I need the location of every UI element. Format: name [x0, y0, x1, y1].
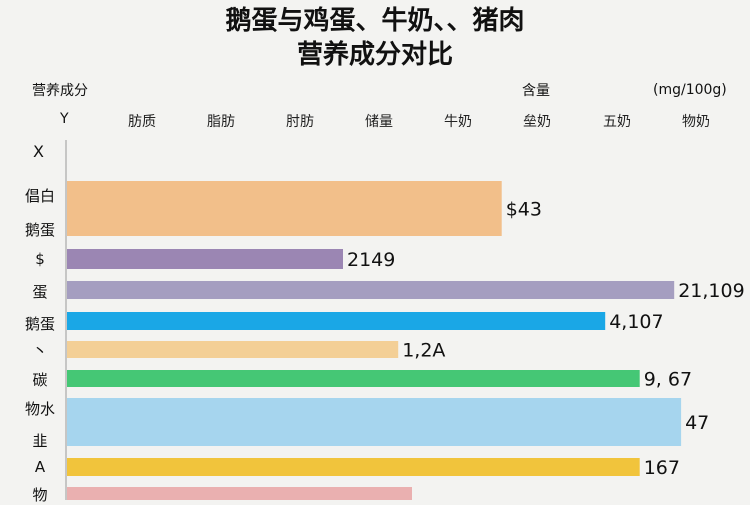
y-label-7: 碳	[32, 371, 48, 389]
y-label-9: 韭	[32, 432, 48, 450]
y-label-1: 倡白	[24, 187, 55, 205]
bar-value-label-3: 21,109	[678, 280, 744, 302]
chart-title: 鹅蛋与鸡蛋、牛奶、、猪肉 营养成分对比	[0, 4, 750, 72]
bar-value-label-4: 4,107	[609, 311, 663, 333]
bar-7	[67, 398, 682, 446]
bar-2	[67, 249, 343, 269]
column-header-4: 储量	[365, 114, 393, 130]
y-label-5: 鹅蛋	[24, 315, 55, 333]
bar-value-label-2: 2149	[347, 249, 395, 271]
title-line-1: 鹅蛋与鸡蛋、牛奶、、猪肉	[225, 6, 525, 36]
content-header: 含量	[522, 83, 550, 99]
column-header-7: 五奶	[603, 114, 631, 130]
y-label-3: $	[35, 250, 45, 268]
bar-value-label-7: 47	[685, 412, 709, 434]
bar-value-label-5: 1,2A	[402, 340, 445, 362]
unit-label: (mg/100g)	[653, 82, 727, 98]
y-label-4: 蛋	[32, 283, 48, 301]
nutrient-header: 营养成分	[32, 83, 88, 99]
bar-value-label-1: $43	[506, 199, 542, 221]
y-label-10: A	[34, 458, 46, 476]
column-header-1: 肪质	[128, 114, 156, 130]
bars-group: $43 2149 21,109 4,107 1,2A 9, 67 47 167	[67, 181, 745, 500]
bar-8	[67, 458, 640, 476]
column-header-3: 肘肪	[286, 114, 314, 130]
x-axis-letter: X	[33, 142, 44, 161]
bar-9	[67, 487, 412, 500]
title-line-2: 营养成分对比	[296, 40, 453, 70]
column-header-2: 脂肪	[207, 114, 235, 130]
bar-value-label-6: 9, 67	[644, 369, 692, 391]
bar-value-label-8: 167	[644, 457, 680, 479]
y-label-2: 鹅蛋	[24, 221, 55, 239]
bar-4	[67, 312, 606, 330]
bar-1	[67, 181, 502, 236]
y-label-6: 丶	[32, 342, 48, 360]
column-header-5: 牛奶	[444, 114, 472, 130]
column-header-8: 物奶	[682, 114, 710, 130]
bar-6	[67, 370, 640, 387]
y-axis-letter: Y	[60, 111, 69, 127]
bar-5	[67, 341, 399, 358]
column-header-6: 垒奶	[523, 114, 551, 130]
y-label-8: 物水	[24, 400, 55, 418]
bar-3	[67, 281, 675, 299]
